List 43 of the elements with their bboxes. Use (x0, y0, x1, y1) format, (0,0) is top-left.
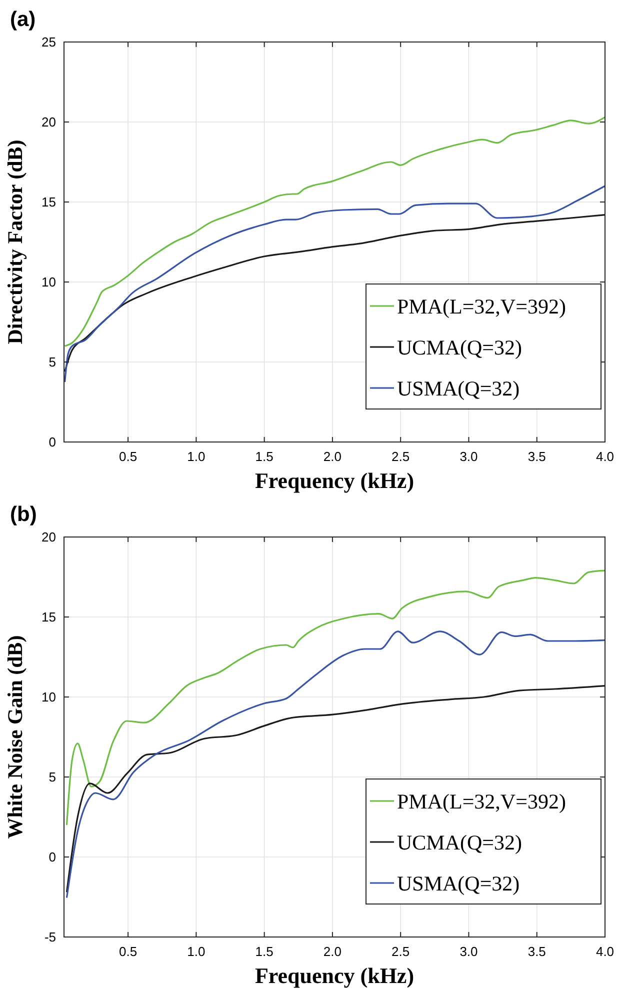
x-tick-label: 1.5 (255, 944, 274, 959)
x-tick-label: 3.5 (528, 944, 546, 959)
chart-title: (a) (10, 8, 36, 31)
y-axis-title: Directivity Factor (dB) (3, 140, 27, 344)
x-tick-label: 1.0 (187, 944, 206, 959)
y-tick-label: 5 (48, 354, 56, 370)
y-axis-title: White Noise Gain (dB) (3, 635, 27, 839)
x-tick-label: 0.5 (119, 944, 138, 959)
x-tick-label: 2.5 (392, 944, 410, 959)
y-tick-label: 20 (42, 114, 56, 130)
chart-title: (b) (10, 503, 37, 526)
x-tick-label: 3.0 (460, 449, 478, 464)
y-tick-label: 10 (42, 274, 56, 290)
legend-label: UCMA(Q=32) (397, 335, 522, 360)
line-series (66, 570, 606, 826)
x-tick-label: 4.0 (596, 449, 614, 464)
legend-label: PMA(L=32,V=392) (397, 789, 566, 814)
y-tick-label: 15 (42, 194, 56, 210)
line-series (66, 630, 606, 899)
x-tick-label: 1.5 (255, 449, 274, 464)
x-axis-title: Frequency (kHz) (254, 468, 414, 493)
x-tick-label: 1.0 (187, 449, 206, 464)
x-tick-label: 0.5 (119, 449, 138, 464)
legend-label: PMA(L=32,V=392) (397, 294, 566, 318)
x-axis-title: Frequency (kHz) (254, 963, 414, 988)
x-tick-label: 2.0 (323, 449, 342, 464)
y-tick-label: 10 (42, 690, 56, 705)
y-tick-label: 0 (48, 434, 56, 450)
y-tick-label: 25 (42, 34, 56, 50)
x-tick-label: 2.0 (323, 944, 342, 959)
legend-label: USMA(Q=32) (397, 871, 520, 896)
y-tick-label: 15 (42, 610, 56, 625)
line-series (64, 185, 606, 383)
y-tick-label: 0 (48, 850, 56, 865)
x-tick-label: 3.0 (460, 944, 478, 959)
y-tick-label: -5 (44, 930, 56, 945)
x-tick-label: 3.5 (528, 449, 546, 464)
x-tick-label: 4.0 (596, 944, 614, 959)
legend-label: USMA(Q=32) (397, 376, 520, 400)
legend-label: UCMA(Q=32) (397, 830, 522, 854)
y-tick-label: 5 (48, 770, 56, 785)
y-tick-label: 20 (42, 530, 56, 545)
x-tick-label: 2.5 (392, 449, 410, 464)
